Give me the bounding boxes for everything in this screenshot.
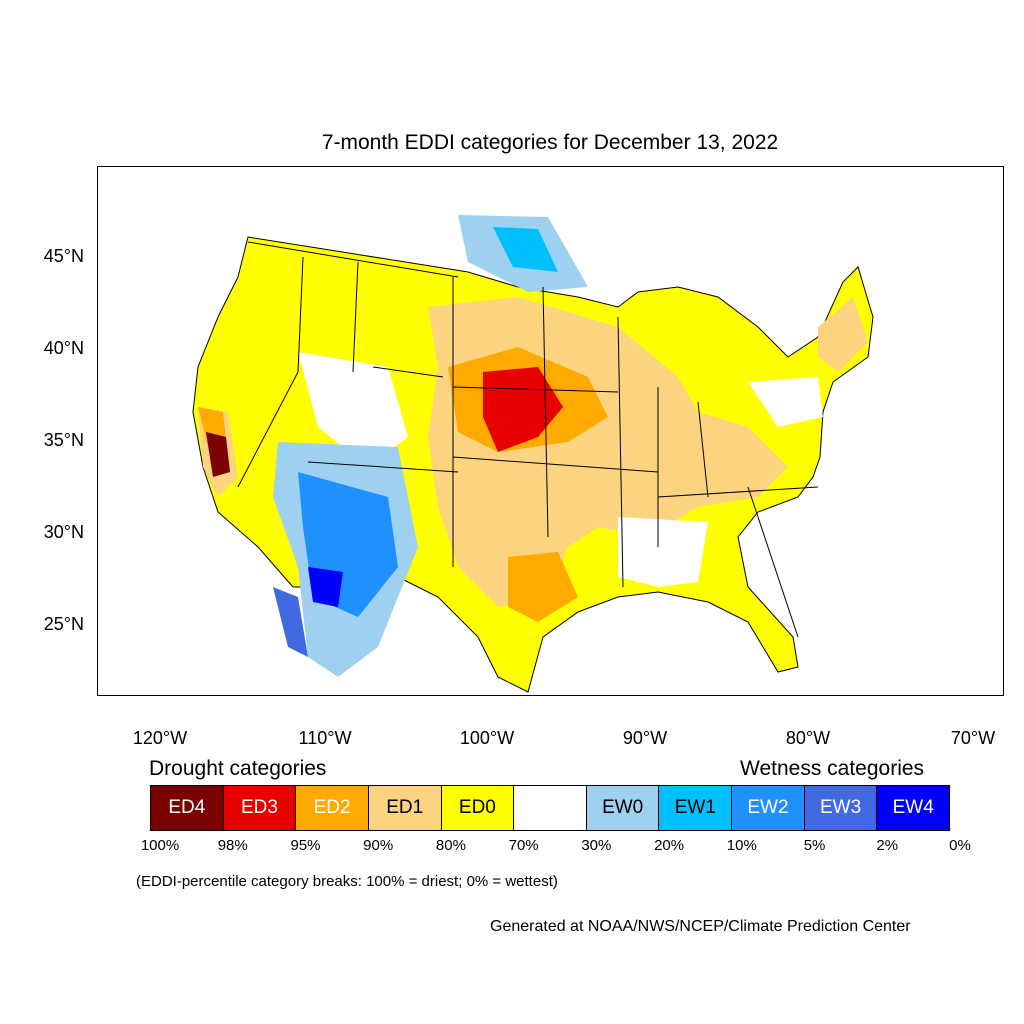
legend-swatch-ew3: EW3 xyxy=(804,786,878,830)
drought-heading: Drought categories xyxy=(149,757,327,780)
lon-label-110: 110°W xyxy=(298,728,352,748)
percentile-break: 5% xyxy=(803,837,826,854)
percentile-break: 20% xyxy=(654,837,685,854)
percentile-break: 0% xyxy=(949,837,971,854)
legend-swatch-ew4: EW4 xyxy=(877,786,950,830)
ew3-baja xyxy=(273,587,308,657)
ed4-california xyxy=(206,432,230,477)
legend-swatch-ew0: EW0 xyxy=(586,786,660,830)
lat-label-35: 35°N xyxy=(43,430,84,450)
percentile-break: 98% xyxy=(217,837,248,854)
percentile-break: 90% xyxy=(363,837,394,854)
legend-swatch-ed1: ED1 xyxy=(368,786,442,830)
percentile-break: 100% xyxy=(140,837,180,854)
percentile-break: 70% xyxy=(508,837,539,854)
lat-label-45: 45°N xyxy=(43,246,84,266)
credit-line: Generated at NOAA/NWS/NCEP/Climate Predi… xyxy=(490,918,911,935)
wetness-heading: Wetness categories xyxy=(740,757,925,780)
lon-label-80: 80°W xyxy=(785,728,831,748)
ew4-mexico xyxy=(308,567,343,607)
ed1-northeast xyxy=(818,297,868,372)
legend-swatch-ew2: EW2 xyxy=(732,786,805,830)
lon-label-120: 120°W xyxy=(132,728,188,748)
category-note: (EDDI-percentile category breaks: 100% =… xyxy=(136,873,558,890)
legend-swatch-neutral xyxy=(514,786,587,830)
ew1-minnesota xyxy=(493,227,558,272)
neutral-southeast xyxy=(618,517,708,587)
percentile-break: 10% xyxy=(726,837,757,854)
legend-swatch-ed0: ED0 xyxy=(441,786,515,830)
percentile-break: 95% xyxy=(290,837,321,854)
map-panel xyxy=(97,166,1004,696)
lon-label-70: 70°W xyxy=(950,728,996,748)
percentile-break: 30% xyxy=(581,837,612,854)
percentile-break: 80% xyxy=(435,837,466,854)
category-legend: ED4 ED3 ED2 ED1 ED0 EW0 EW1 EW2 EW3 EW4 xyxy=(150,785,950,831)
percentile-break: 2% xyxy=(876,837,899,854)
lat-label-25: 25°N xyxy=(43,614,84,634)
lon-label-100: 100°W xyxy=(459,728,515,748)
neutral-ohio xyxy=(748,377,823,427)
legend-swatch-ed3: ED3 xyxy=(223,786,297,830)
map-title: 7-month EDDI categories for December 13,… xyxy=(321,131,779,154)
lon-label-90: 90°W xyxy=(622,728,668,748)
legend-swatch-ed4: ED4 xyxy=(151,786,224,830)
neutral-west xyxy=(298,352,408,467)
state-boundaries xyxy=(237,241,819,638)
ed2-texas xyxy=(508,552,578,622)
lat-label-30: 30°N xyxy=(43,522,84,542)
legend-swatch-ed2: ED2 xyxy=(296,786,369,830)
eddi-map xyxy=(192,215,874,693)
lat-label-40: 40°N xyxy=(43,338,84,358)
legend-swatch-ew1: EW1 xyxy=(659,786,733,830)
